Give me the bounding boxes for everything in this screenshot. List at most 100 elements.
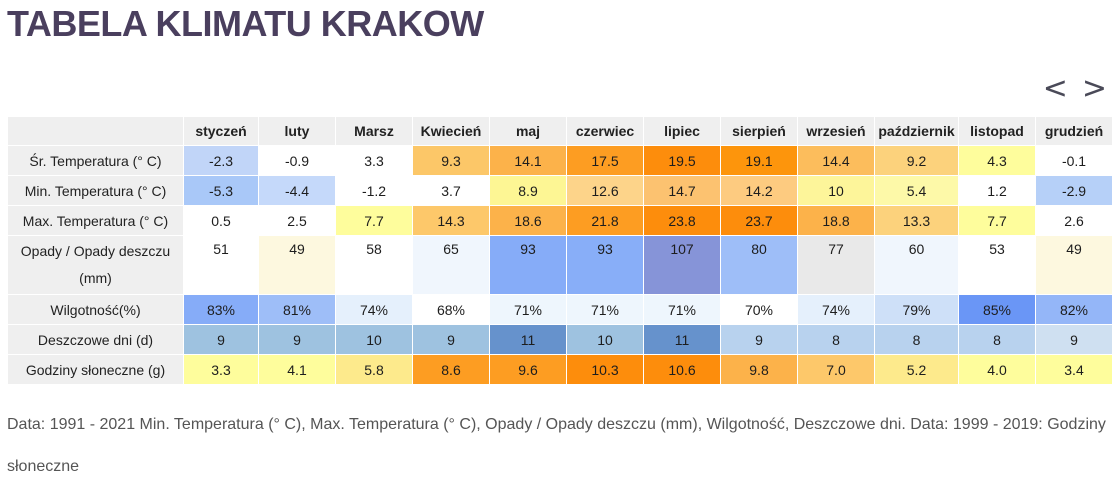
table-cell: 2.5 [258,205,336,236]
table-cell: 71% [643,294,721,325]
table-cell: 14.4 [797,145,875,176]
table-cell: 77 [797,235,875,295]
next-arrow-button[interactable]: > [1081,71,1107,106]
table-cell: 19.5 [643,145,721,176]
table-cell: 9.2 [874,145,959,176]
table-cell: 13.3 [874,205,959,236]
row-label: Min. Temperatura (° C) [7,175,184,206]
table-cell: 14.2 [720,175,798,206]
table-cell: 3.4 [1035,354,1113,385]
table-cell: 81% [258,294,336,325]
table-cell: 7.7 [958,205,1036,236]
table-cell: 1.2 [958,175,1036,206]
month-header: maj [489,116,567,146]
row-label: Godziny słoneczne (g) [7,354,184,385]
table-cell: 3.3 [335,145,413,176]
table-cell: 9.8 [720,354,798,385]
table-cell: 18.6 [489,205,567,236]
table-cell: 12.6 [566,175,644,206]
table-cell: 19.1 [720,145,798,176]
table-cell: 8 [874,324,959,355]
table-cell: -0.9 [258,145,336,176]
table-cell: 8.9 [489,175,567,206]
month-header: sierpień [720,116,798,146]
table-cell: 93 [566,235,644,295]
row-precipitation: Opady / Opady deszczu (mm) 51 49 58 65 9… [7,235,1113,295]
table-cell: 9 [1035,324,1113,355]
row-label: Opady / Opady deszczu (mm) [7,235,184,295]
table-cell: 2.6 [1035,205,1113,236]
table-cell: 93 [489,235,567,295]
table-cell: 4.1 [258,354,336,385]
row-min-temperature: Min. Temperatura (° C) -5.3 -4.4 -1.2 3.… [7,175,1113,206]
table-cell: 9 [183,324,259,355]
table-cell: 9 [258,324,336,355]
row-max-temperature: Max. Temperatura (° C) 0.5 2.5 7.7 14.3 … [7,205,1113,236]
climate-table: styczeń luty Marsz Kwiecień maj czerwiec… [7,116,1113,385]
table-cell: -4.4 [258,175,336,206]
table-cell: 10 [335,324,413,355]
table-cell: 4.0 [958,354,1036,385]
table-cell: -1.2 [335,175,413,206]
table-cell: 0.5 [183,205,259,236]
table-cell: -0.1 [1035,145,1113,176]
table-cell: 14.3 [412,205,490,236]
table-cell: -2.3 [183,145,259,176]
table-cell: 71% [489,294,567,325]
table-cell: 17.5 [566,145,644,176]
table-cell: 23.8 [643,205,721,236]
table-cell: 80 [720,235,798,295]
table-cell: 7.0 [797,354,875,385]
month-header: Kwiecień [412,116,490,146]
table-cell: 5.2 [874,354,959,385]
table-nav: < > [1043,72,1107,106]
row-humidity: Wilgotność(%) 83% 81% 74% 68% 71% 71% 71… [7,294,1113,325]
table-cell: 4.3 [958,145,1036,176]
row-label: Deszczowe dni (d) [7,324,184,355]
page-title: TABELA KLIMATU KRAKOW [7,3,484,44]
table-cell: 9 [720,324,798,355]
month-header: styczeń [183,116,259,146]
table-cell: 70% [720,294,798,325]
table-cell: 8 [797,324,875,355]
table-cell: 65 [412,235,490,295]
table-cell: -5.3 [183,175,259,206]
table-cell: 8 [958,324,1036,355]
row-label: Wilgotność(%) [7,294,184,325]
table-cell: -2.9 [1035,175,1113,206]
table-cell: 83% [183,294,259,325]
table-cell: 85% [958,294,1036,325]
table-cell: 10 [797,175,875,206]
table-cell: 9 [412,324,490,355]
prev-arrow-button[interactable]: < [1042,71,1068,106]
header-row: styczeń luty Marsz Kwiecień maj czerwiec… [7,116,1113,146]
month-header: czerwiec [566,116,644,146]
data-source-note: Data: 1991 - 2021 Min. Temperatura (° C)… [7,416,1106,475]
table-cell: 58 [335,235,413,295]
table-cell: 74% [797,294,875,325]
table-cell: 5.4 [874,175,959,206]
table-cell: 68% [412,294,490,325]
table-cell: 11 [489,324,567,355]
table-cell: 21.8 [566,205,644,236]
row-avg-temperature: Śr. Temperatura (° C) -2.3 -0.9 3.3 9.3 … [7,145,1113,176]
table-cell: 9.3 [412,145,490,176]
table-cell: 74% [335,294,413,325]
month-header: wrzesień [797,116,875,146]
table-cell: 7.7 [335,205,413,236]
table-cell: 3.7 [412,175,490,206]
month-header: lipiec [643,116,721,146]
table-cell: 11 [643,324,721,355]
table-cell: 60 [874,235,959,295]
table-cell: 53 [958,235,1036,295]
table-cell: 9.6 [489,354,567,385]
table-cell: 51 [183,235,259,295]
table-cell: 49 [1035,235,1113,295]
table-cell: 10.6 [643,354,721,385]
table-cell: 5.8 [335,354,413,385]
row-label: Max. Temperatura (° C) [7,205,184,236]
table-cell: 3.3 [183,354,259,385]
month-header: listopad [958,116,1036,146]
table-cell: 107 [643,235,721,295]
row-label: Śr. Temperatura (° C) [7,145,184,176]
